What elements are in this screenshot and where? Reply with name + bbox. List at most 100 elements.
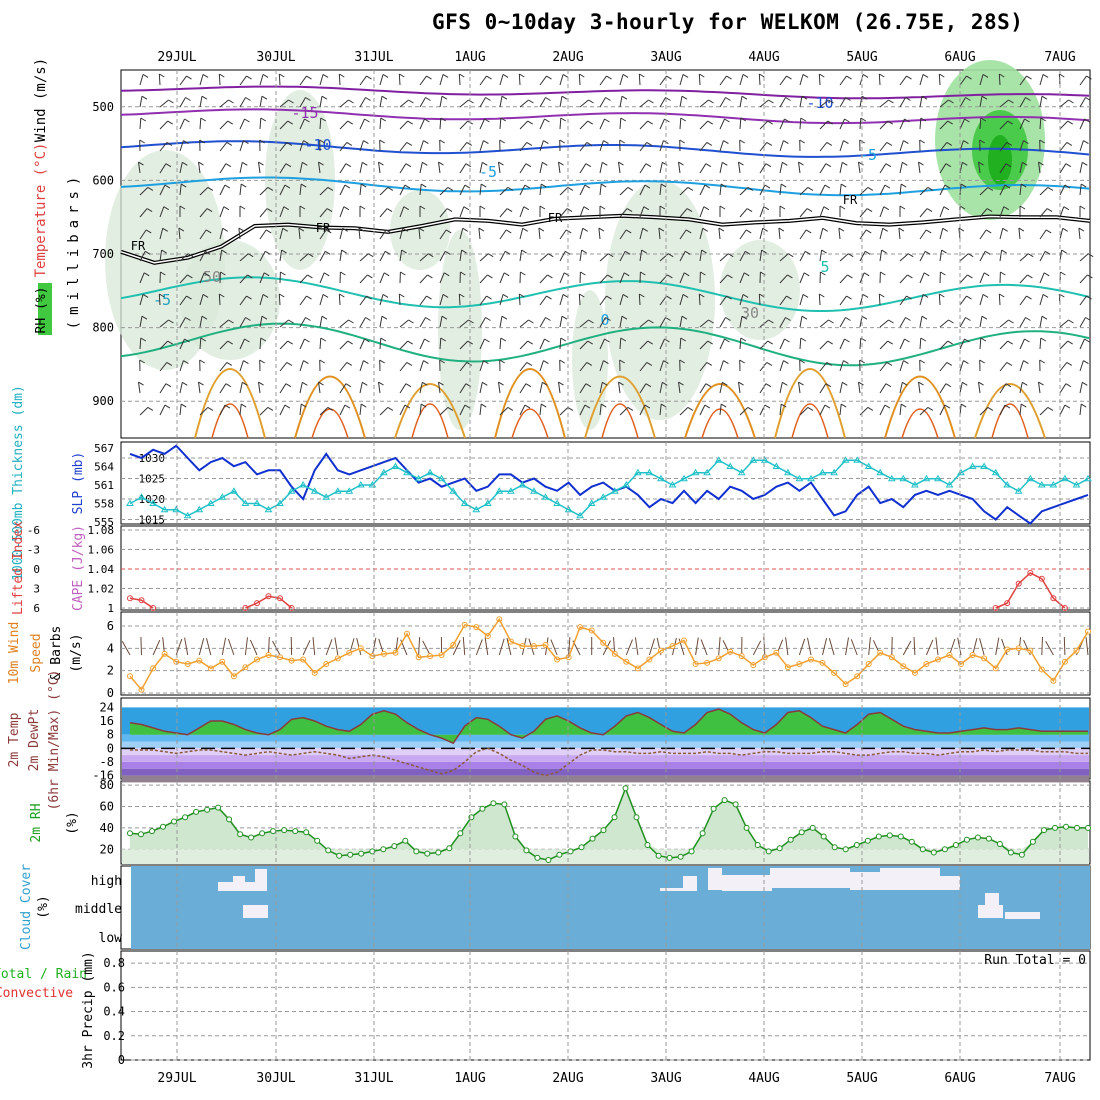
wind-barb-flag — [378, 381, 384, 386]
rh-marker — [248, 834, 255, 841]
wind-barb-flag — [202, 293, 209, 298]
wind-barb-flag — [723, 140, 729, 145]
wind-barb-flag — [760, 271, 766, 276]
wind-barb-flag — [141, 95, 148, 100]
wind-barb — [419, 118, 425, 130]
surface-wind-barb — [249, 639, 258, 656]
wind-barb — [799, 316, 803, 328]
wind-barb — [179, 184, 182, 196]
wind-barb — [579, 99, 589, 108]
rh-tick-label: 40 — [100, 821, 114, 835]
wind-barb — [739, 407, 749, 416]
wind-barb-flag — [359, 205, 366, 210]
wind-barb — [1059, 184, 1066, 196]
wind-barb — [259, 117, 262, 130]
wind-barb-flag — [866, 208, 873, 213]
wind-barb-flag — [839, 205, 846, 210]
wind-barb-flag — [247, 253, 254, 258]
wind-barb-flag — [1022, 161, 1028, 166]
wind-barb — [399, 163, 407, 174]
wind-barb-flag — [681, 315, 688, 320]
wind-barb-flag — [166, 141, 173, 146]
wind-barb — [459, 120, 469, 130]
wind-barb — [339, 340, 349, 350]
wind-barb — [319, 337, 322, 350]
wind-barb — [299, 75, 307, 86]
wind-barb — [539, 118, 545, 130]
wind-barb-flag — [246, 75, 252, 80]
wind-barb-flag — [224, 184, 231, 189]
wind-barb — [1039, 229, 1047, 240]
ylabel-slp: SLP (mb) — [71, 452, 86, 515]
wind-barb — [199, 294, 204, 306]
wind-barb-flag — [279, 73, 285, 78]
wind-barb — [879, 184, 886, 196]
wind-barb — [279, 184, 286, 196]
wind-barb — [379, 96, 383, 108]
wind-barb — [999, 163, 1007, 174]
wind-barb-flag — [183, 360, 189, 365]
wind-barb-flag — [902, 161, 908, 166]
wind-barb — [319, 251, 326, 262]
wind-barb-flag — [718, 227, 725, 232]
ylabel-temp: (6hr Min/Max) (°C) — [47, 670, 62, 811]
wind-barb — [699, 383, 707, 394]
cloud-patch — [660, 888, 685, 891]
wind-barb-flag — [798, 161, 804, 166]
wind-barb-flag — [324, 250, 331, 255]
wind-barb-flag — [622, 293, 629, 298]
wind-barb-flag — [444, 250, 451, 255]
thickness-tick-label: 564 — [94, 461, 114, 474]
contour-label: FR — [131, 239, 146, 253]
wind-barb-flag — [884, 404, 891, 409]
wind-barb — [239, 162, 243, 174]
wind-barb — [479, 118, 485, 130]
wind-barb — [139, 251, 146, 262]
wind-barb — [239, 404, 242, 416]
wind-barb-flag — [667, 253, 674, 258]
wind-barb-flag — [921, 95, 928, 100]
wind-barb — [339, 383, 347, 394]
wind-barb-flag — [726, 75, 732, 80]
wind-barb-flag — [363, 360, 369, 365]
wind-barb — [138, 382, 141, 394]
wind-barb — [519, 383, 527, 394]
li-cape-panel — [120, 525, 1091, 611]
contour-label: -10 — [806, 94, 833, 112]
wind-barb — [579, 163, 587, 174]
cape-tick-label: 1.06 — [88, 544, 115, 557]
wind-barb — [459, 142, 468, 152]
wind-barb-flag — [187, 274, 193, 279]
wind-barb-flag — [439, 359, 445, 364]
wind-barb — [499, 229, 507, 240]
wind-barb — [1059, 340, 1069, 350]
wind-barb-flag — [827, 120, 833, 125]
wind-barb — [518, 73, 521, 86]
surface-wind-barb — [462, 637, 466, 656]
wind-barb — [719, 295, 727, 306]
wind-barb — [919, 74, 924, 86]
date-label-top: 30JUL — [256, 50, 295, 65]
wind-barb — [1019, 338, 1025, 350]
temp-color-band — [122, 707, 1089, 735]
wind-barb — [719, 360, 724, 372]
wind-barb-flag — [647, 120, 653, 125]
surface-wind-barb — [695, 637, 699, 656]
temp-color-band — [122, 775, 1089, 783]
wind-barb — [598, 228, 601, 240]
wind-barb — [559, 229, 567, 240]
wind-barb — [1079, 75, 1087, 86]
wind-barb-flag — [484, 118, 490, 123]
wind-barb — [298, 228, 301, 240]
rh-marker — [160, 823, 166, 830]
cape-tick-label: 1 — [107, 602, 114, 615]
cloud-patch — [233, 876, 245, 891]
wind-barb-flag — [543, 140, 549, 145]
wind-barb — [539, 97, 546, 108]
wind-barb-flag — [663, 360, 669, 365]
wind-barb-flag — [162, 227, 168, 232]
ylabel-total-rain: Total / Rain — [0, 967, 87, 982]
wind-barb-flag — [327, 186, 334, 191]
wind-barb — [1079, 184, 1082, 196]
rh-marker — [1041, 827, 1047, 834]
